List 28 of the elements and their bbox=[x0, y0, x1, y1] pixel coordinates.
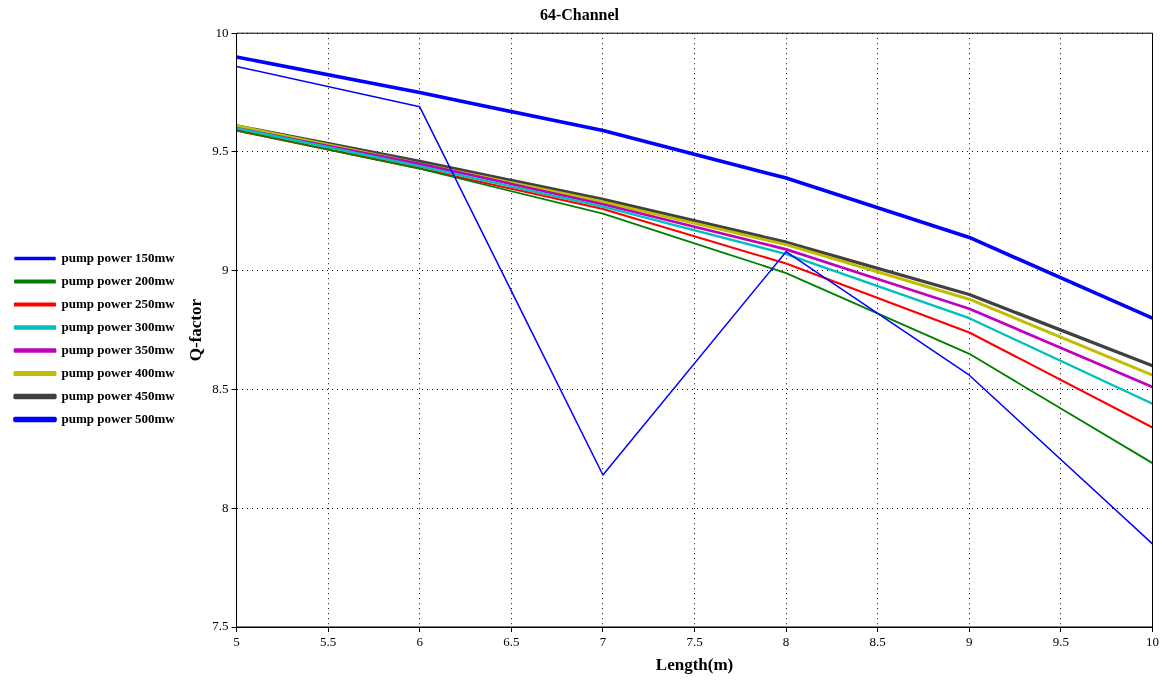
y-tick-label: 10 bbox=[215, 24, 229, 40]
x-tick-label: 7.5 bbox=[686, 634, 703, 650]
legend-label: pump power 300mw bbox=[61, 318, 176, 334]
y-axis-title: Q-factor bbox=[186, 298, 206, 362]
x-tick-label: 8.5 bbox=[869, 634, 886, 650]
x-tick-label: 7 bbox=[599, 634, 607, 650]
y-tick-label: 9 bbox=[222, 262, 229, 278]
x-tick-label: 9.5 bbox=[1052, 634, 1070, 650]
y-tick-label: 9.5 bbox=[212, 143, 229, 159]
chart-title: 64-Channel bbox=[539, 5, 620, 23]
y-tick-label: 7.5 bbox=[212, 618, 229, 634]
legend-label: pump power 350mw bbox=[61, 341, 176, 357]
legend-label: pump power 250mw bbox=[61, 295, 176, 311]
x-tick-label: 8 bbox=[782, 634, 790, 650]
legend-label: pump power 150mw bbox=[61, 249, 176, 265]
x-tick-label: 10 bbox=[1146, 634, 1159, 650]
y-tick-label: 8 bbox=[222, 499, 229, 515]
legend-label: pump power 450mw bbox=[61, 387, 176, 403]
legend-label: pump power 200mw bbox=[61, 272, 176, 288]
y-tick-label: 8.5 bbox=[212, 380, 229, 396]
x-axis-title: Length(m) bbox=[655, 655, 734, 675]
x-tick-label: 5.5 bbox=[320, 634, 337, 650]
legend-label: pump power 400mw bbox=[61, 364, 176, 380]
legend-label: pump power 500mw bbox=[61, 410, 176, 426]
x-tick-label: 5 bbox=[233, 634, 240, 650]
x-tick-label: 9 bbox=[966, 634, 973, 650]
x-tick-label: 6 bbox=[416, 634, 424, 650]
x-tick-label: 6.5 bbox=[503, 634, 520, 650]
